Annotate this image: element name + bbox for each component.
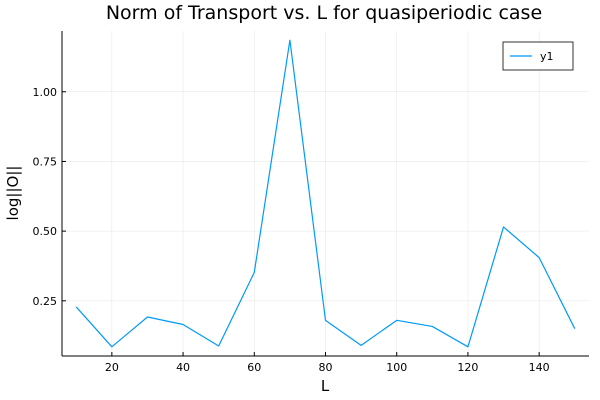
x-tick-label: 20 (105, 361, 119, 374)
grid (62, 31, 589, 356)
y-tick-label: 1.00 (33, 86, 58, 99)
series-line-y1 (75, 39, 576, 348)
series (75, 39, 576, 348)
x-tick-label: 140 (529, 361, 550, 374)
x-tick-label: 120 (457, 361, 478, 374)
x-tick-label: 80 (319, 361, 333, 374)
x-tick-label: 40 (176, 361, 190, 374)
legend: y1 (502, 41, 574, 71)
y-axis-label: log||O|| (4, 166, 22, 221)
ticks: 20 40 60 80 100 120 140 0.25 0.50 0.75 1.00 (33, 86, 550, 374)
y-tick-label: 0.75 (33, 155, 58, 168)
x-tick-label: 60 (247, 361, 261, 374)
x-tick-label: 100 (386, 361, 407, 374)
x-axis-label: L (321, 377, 330, 395)
y-tick-label: 0.50 (33, 225, 58, 238)
chart-title: Norm of Transport vs. L for quasiperiodi… (106, 2, 542, 24)
y-tick-label: 0.25 (33, 295, 58, 308)
legend-label-y1: y1 (540, 50, 554, 63)
